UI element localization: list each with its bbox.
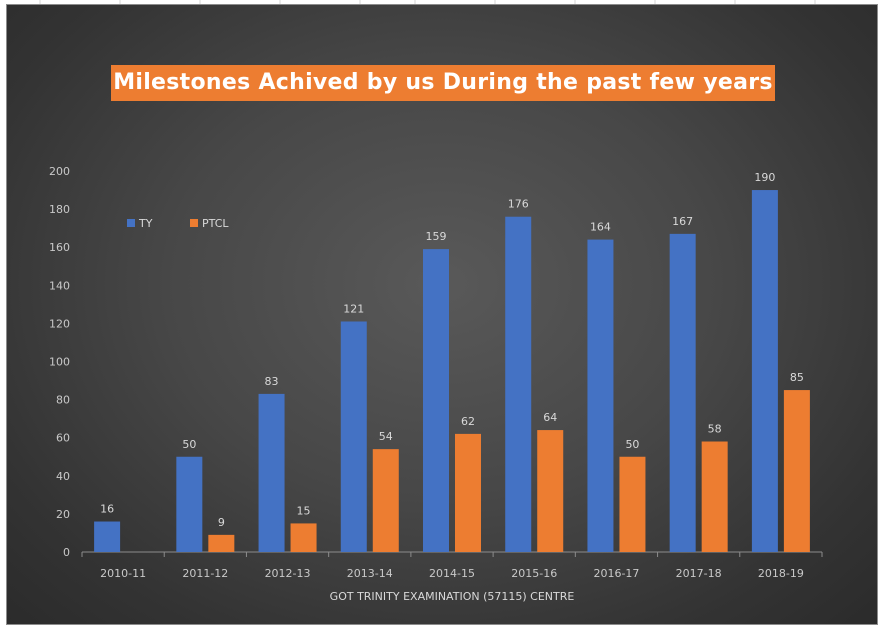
x-tick-label: 2015-16	[511, 567, 557, 580]
data-label-ty-2012-13: 83	[265, 375, 279, 388]
bar-ty-2018-19	[751, 190, 778, 553]
data-label-ty-2016-17: 164	[590, 221, 611, 234]
legend-label-ptcl: PTCL	[202, 217, 229, 230]
data-label-ptcl-2012-13: 15	[297, 504, 311, 517]
data-label-ty-2015-16: 176	[508, 198, 529, 211]
data-label-ty-2018-19: 190	[754, 171, 775, 184]
bar-ty-2012-13	[258, 393, 285, 552]
y-tick-label: 0	[63, 546, 70, 559]
data-label-ptcl-2013-14: 54	[379, 430, 393, 443]
y-tick-label: 80	[56, 394, 70, 407]
data-label-ptcl-2015-16: 64	[543, 411, 557, 424]
y-tick-label: 140	[49, 279, 70, 292]
x-tick-label: 2014-15	[429, 567, 475, 580]
data-label-ty-2013-14: 121	[343, 302, 364, 315]
data-label-ptcl-2014-15: 62	[461, 415, 475, 428]
bar-ty-2010-11	[94, 521, 121, 552]
legend-swatch-ptcl	[190, 219, 198, 227]
data-label-ptcl-2018-19: 85	[790, 371, 804, 384]
bar-ptcl-2012-13	[290, 523, 317, 552]
bar-ty-2014-15	[423, 249, 449, 553]
x-tick-label: 2018-19	[758, 567, 804, 580]
legend-swatch-ty	[127, 219, 135, 227]
bar-ty-2016-17	[587, 239, 614, 552]
y-tick-label: 20	[56, 508, 70, 521]
bar-ptcl-2016-17	[619, 456, 646, 552]
chart-title: Milestones Achived by us During the past…	[111, 65, 775, 101]
bar-ptcl-2011-12	[208, 534, 235, 552]
x-tick-label: 2010-11	[100, 567, 146, 580]
x-tick-label: 2011-12	[182, 567, 228, 580]
bar-ty-2017-18	[669, 233, 696, 553]
data-label-ptcl-2011-12: 9	[218, 516, 225, 529]
data-label-ty-2014-15: 159	[426, 230, 447, 243]
bar-ptcl-2014-15	[455, 433, 481, 552]
bar-ptcl-2013-14	[372, 449, 399, 552]
data-label-ptcl-2016-17: 50	[625, 438, 639, 451]
x-tick-label: 2016-17	[593, 567, 639, 580]
data-label-ty-2011-12: 50	[182, 438, 196, 451]
bar-ptcl-2017-18	[701, 441, 728, 552]
data-label-ty-2017-18: 167	[672, 215, 693, 228]
bar-ptcl-2015-16	[537, 430, 564, 552]
y-tick-label: 160	[49, 241, 70, 254]
y-tick-label: 180	[49, 203, 70, 216]
y-tick-label: 40	[56, 470, 70, 483]
x-tick-label: 2012-13	[265, 567, 311, 580]
data-label-ptcl-2017-18: 58	[708, 423, 722, 436]
y-tick-label: 120	[49, 317, 70, 330]
x-tick-label: 2013-14	[347, 567, 393, 580]
x-axis-title: GOT TRINITY EXAMINATION (57115) CENTRE	[330, 590, 575, 603]
y-tick-label: 100	[49, 356, 70, 369]
bar-ty-2015-16	[505, 216, 532, 552]
y-tick-label: 60	[56, 432, 70, 445]
y-tick-label: 200	[49, 165, 70, 178]
bar-ty-2011-12	[176, 456, 203, 552]
x-tick-label: 2017-18	[676, 567, 722, 580]
legend-label-ty: TY	[138, 217, 153, 230]
bar-ty-2013-14	[340, 321, 367, 552]
data-label-ty-2010-11: 16	[100, 503, 114, 516]
bar-ptcl-2018-19	[783, 390, 810, 552]
